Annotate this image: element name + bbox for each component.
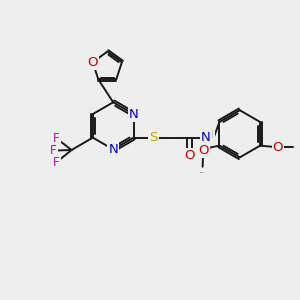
Text: F: F	[50, 144, 57, 157]
Text: H: H	[206, 130, 214, 140]
Text: O: O	[88, 56, 98, 69]
Text: O: O	[273, 141, 283, 154]
Text: F: F	[53, 156, 60, 169]
Text: O: O	[184, 149, 195, 162]
Text: O: O	[198, 143, 208, 157]
Text: F: F	[53, 132, 60, 145]
Text: N: N	[129, 108, 139, 121]
Text: N: N	[108, 143, 118, 156]
Text: methyl: methyl	[200, 171, 205, 173]
Text: S: S	[149, 131, 158, 144]
Text: N: N	[201, 131, 211, 144]
